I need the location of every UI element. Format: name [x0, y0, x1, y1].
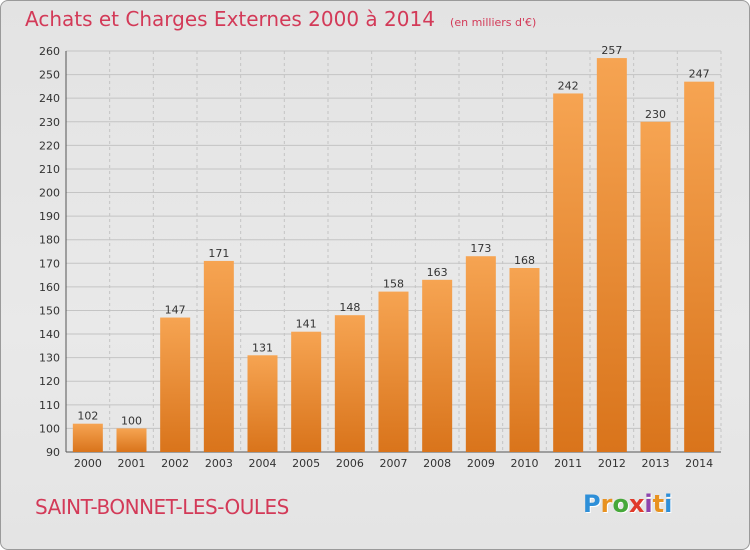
logo-letter: i	[644, 490, 653, 518]
data-label: 158	[383, 278, 404, 291]
x-tick-label: 2000	[74, 457, 102, 470]
y-tick-label: 250	[39, 69, 60, 82]
x-tick-label: 2009	[467, 457, 495, 470]
x-tick-label: 2001	[118, 457, 146, 470]
x-tick-label: 2003	[205, 457, 233, 470]
bar	[291, 331, 322, 452]
bar	[203, 260, 234, 452]
x-tick-label: 2012	[598, 457, 626, 470]
data-label: 257	[601, 44, 622, 57]
bar	[684, 81, 715, 452]
bar	[553, 93, 584, 452]
y-tick-label: 170	[39, 257, 60, 270]
data-label: 168	[514, 254, 535, 267]
bar	[422, 279, 453, 452]
x-tick-labels: 2000 2001 2002 2003 2004 2005 2006 2007 2008 2009…	[74, 457, 713, 470]
data-label: 148	[339, 301, 360, 314]
chart-title-unit: (en milliers d'€)	[450, 16, 537, 29]
data-labels: 102 100 147 171 131 141 148 158 163 173 168 242 257 2…	[77, 44, 709, 427]
bars	[72, 58, 715, 452]
x-tick-label: 2007	[380, 457, 408, 470]
proxiti-logo: Proxiti	[583, 490, 672, 518]
y-tick-label: 240	[39, 92, 60, 105]
bar	[72, 423, 103, 452]
x-tick-label: 2002	[161, 457, 189, 470]
logo-letter: P	[583, 490, 601, 518]
bar	[247, 355, 278, 452]
y-tick-label: 130	[39, 352, 60, 365]
bar	[596, 58, 627, 452]
y-tick-label: 260	[39, 45, 60, 58]
bar	[334, 315, 365, 452]
x-tick-label: 2013	[642, 457, 670, 470]
y-tick-label: 150	[39, 304, 60, 317]
x-tick-label: 2008	[423, 457, 451, 470]
x-tick-label: 2010	[511, 457, 539, 470]
commune-name: SAINT-BONNET-LES-OULES	[35, 495, 289, 519]
y-tick-label: 110	[39, 399, 60, 412]
data-label: 147	[165, 304, 186, 317]
data-label: 102	[77, 410, 98, 423]
data-label: 100	[121, 414, 142, 427]
data-label: 171	[208, 247, 229, 260]
bar	[378, 291, 409, 452]
data-label: 230	[645, 108, 666, 121]
chart-title-main: Achats et Charges Externes 2000 à 2014	[25, 7, 435, 31]
y-tick-labels: 90 100 110 120 130 140 150 160 170 180 190 200 210 22…	[39, 45, 60, 459]
data-label: 141	[296, 318, 317, 331]
bar	[509, 268, 540, 452]
y-tick-label: 100	[39, 422, 60, 435]
y-tick-label: 190	[39, 210, 60, 223]
bar	[640, 121, 671, 452]
y-tick-label: 140	[39, 328, 60, 341]
data-label: 131	[252, 341, 273, 354]
x-tick-label: 2006	[336, 457, 364, 470]
chart-title: Achats et Charges Externes 2000 à 2014 (…	[25, 7, 536, 31]
x-tick-label: 2005	[292, 457, 320, 470]
bar	[160, 317, 191, 452]
y-tick-label: 120	[39, 375, 60, 388]
y-tick-label: 180	[39, 234, 60, 247]
logo-letter: x	[628, 490, 645, 518]
logo-letter: o	[612, 490, 629, 518]
y-tick-label: 160	[39, 281, 60, 294]
logo-letter: i	[664, 490, 673, 518]
y-tick-label: 200	[39, 187, 60, 200]
data-label: 163	[427, 266, 448, 279]
y-tick-label: 220	[39, 139, 60, 152]
bar	[116, 428, 147, 452]
data-label: 247	[689, 68, 710, 81]
bar	[465, 256, 496, 452]
x-tick-label: 2014	[685, 457, 713, 470]
logo-letter: r	[600, 490, 613, 518]
data-label: 242	[558, 79, 579, 92]
y-tick-label: 210	[39, 163, 60, 176]
x-tick-label: 2011	[554, 457, 582, 470]
y-tick-label: 230	[39, 116, 60, 129]
logo-letter: t	[652, 490, 665, 518]
y-tick-label: 90	[46, 446, 60, 459]
data-label: 173	[470, 242, 491, 255]
x-tick-label: 2004	[249, 457, 277, 470]
